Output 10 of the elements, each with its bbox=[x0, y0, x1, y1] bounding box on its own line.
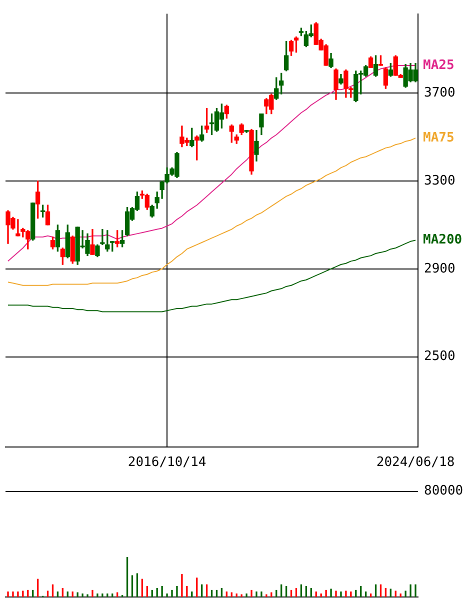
series-label: MA75 bbox=[423, 130, 454, 146]
series-label: MA200 bbox=[423, 232, 462, 248]
x-tick-label: 2016/10/14 bbox=[128, 455, 206, 470]
y-tick-label: 2900 bbox=[424, 261, 456, 276]
x-tick-label: 2024/06/18 bbox=[376, 455, 455, 470]
y-tick-label: 3300 bbox=[424, 173, 456, 188]
text: 80000 bbox=[424, 483, 464, 498]
y-tick-label: 2500 bbox=[424, 349, 456, 364]
series-label: MA25 bbox=[423, 58, 454, 73]
y-tick-label: 3700 bbox=[424, 85, 456, 100]
